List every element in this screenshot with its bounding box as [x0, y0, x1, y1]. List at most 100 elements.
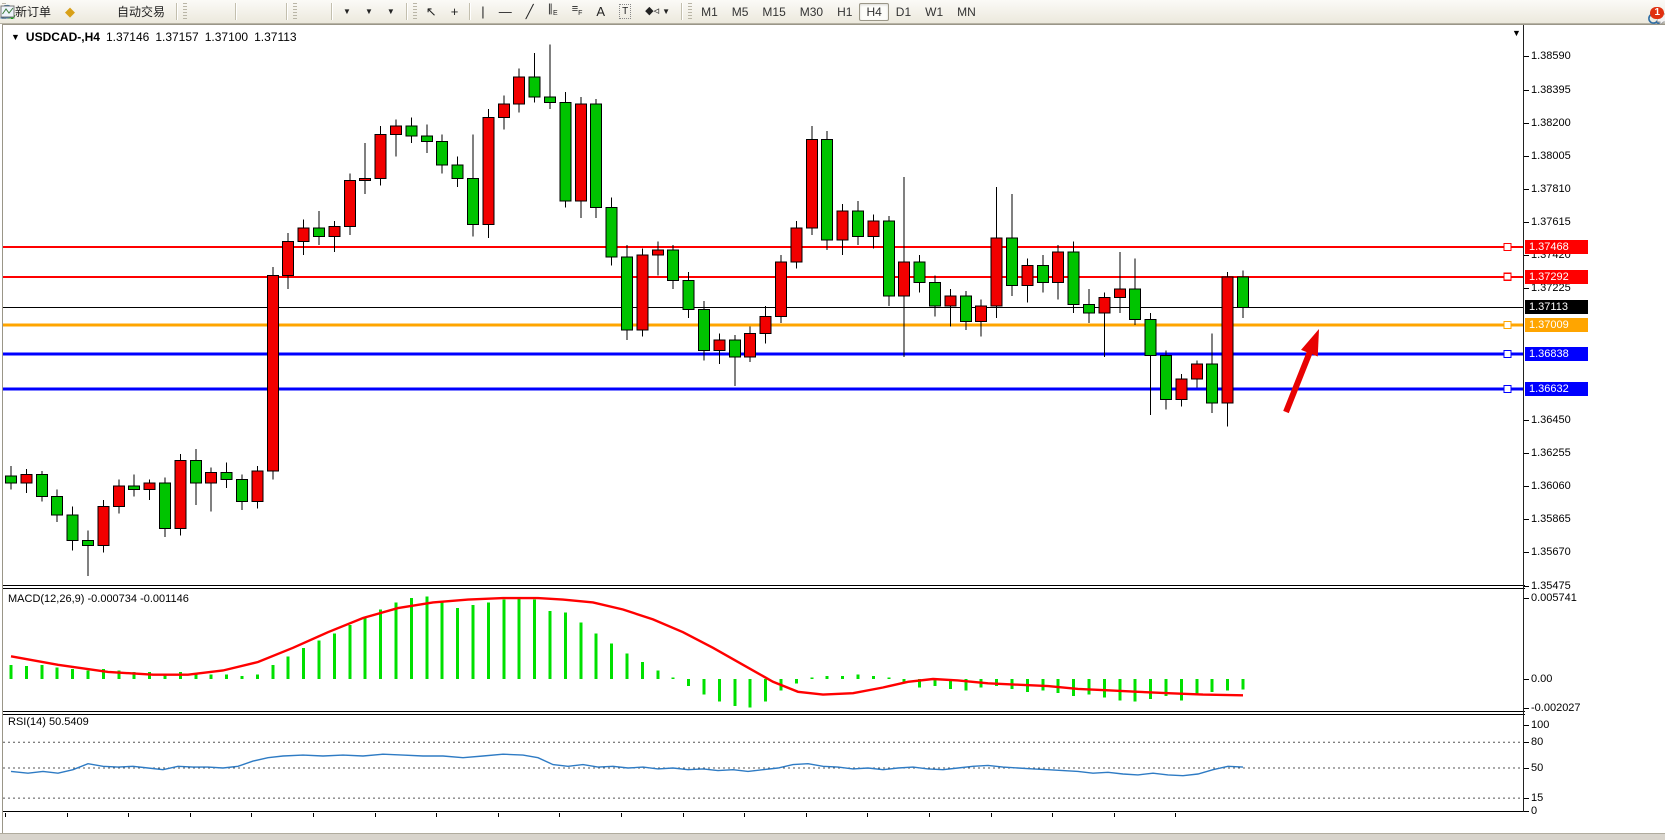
time-axis-tick: [990, 813, 992, 817]
macd-tick-dash: [1524, 679, 1529, 680]
vertical-line-icon: |: [481, 4, 485, 19]
trendline-tool-button[interactable]: ╱: [520, 3, 540, 20]
candlestick-mode-button[interactable]: [1, 5, 216, 18]
price-tick: 1.38395: [1531, 83, 1571, 96]
time-axis-tick: [621, 813, 622, 817]
timeframe-button-m1[interactable]: M1: [701, 4, 718, 19]
indicators-button[interactable]: ▼: [0, 3, 357, 20]
rsi-tick: 0: [1531, 805, 1538, 817]
fibonacci-icon: ≡F: [571, 2, 583, 18]
text-tool-button[interactable]: A: [590, 3, 611, 20]
timeframe-button-h4[interactable]: H4: [859, 2, 889, 21]
toolbar-drag-handle[interactable]: [412, 2, 417, 21]
timeframe-button-mn[interactable]: MN: [957, 4, 976, 19]
rsi-chart[interactable]: [3, 715, 1523, 812]
macd-chart[interactable]: [3, 589, 1523, 711]
collapse-triangle-icon[interactable]: ▼: [11, 31, 20, 42]
toolbar-drag-handle[interactable]: [688, 2, 693, 21]
new-order-button[interactable]: 新订单: [0, 1, 57, 22]
price-tick-dash: [1524, 222, 1529, 224]
candlestick-chart[interactable]: [3, 26, 1523, 585]
price-scale-axis[interactable]: [1523, 25, 1524, 812]
time-axis-tick: [867, 813, 869, 817]
rsi-tick: 100: [1531, 719, 1550, 731]
quote-open: 1.37146: [105, 30, 150, 44]
time-axis-tick: [189, 813, 191, 817]
price-tick: 1.38590: [1531, 50, 1571, 63]
horizontal-line-tool-button[interactable]: —: [493, 3, 518, 20]
level-price-badge: 1.36632: [1525, 382, 1588, 396]
time-axis-tick: [313, 813, 314, 817]
chevron-down-icon: ▼: [662, 7, 671, 16]
chevron-down-icon: ▼: [386, 7, 395, 16]
price-tick: 1.37225: [1531, 282, 1571, 295]
macd-tick-dash: [1524, 597, 1529, 599]
time-axis-tick: [1052, 813, 1054, 817]
line-chart-mode-button[interactable]: [0, 7, 230, 16]
time-axis-tick: [1175, 813, 1177, 817]
chart-shift-button[interactable]: [1, 5, 326, 18]
price-tick: 1.35670: [1531, 546, 1571, 559]
timeframe-button-w1[interactable]: W1: [925, 4, 944, 19]
chevron-down-icon: ▼: [364, 7, 373, 16]
time-axis-tick: [929, 813, 930, 817]
timeframe-group: M1 M5 M15 M30 H1 H4 D1 W1 MN: [694, 1, 983, 23]
timeframe-button-m30[interactable]: M30: [799, 4, 824, 19]
timeframe-button-m5[interactable]: M5: [731, 4, 749, 19]
timeframe-button-d1[interactable]: D1: [895, 4, 912, 19]
zoom-in-button[interactable]: [0, 4, 253, 18]
panel-border: [3, 711, 1525, 712]
toolbar-drag-handle[interactable]: [183, 2, 188, 21]
chart-title: ▼ USDCAD-,H4 1.37146 1.37157 1.37100 1.3…: [11, 30, 297, 44]
macd-tick: 0.00: [1531, 673, 1553, 685]
status-strip: [0, 833, 1665, 840]
horizontal-line-icon: —: [498, 4, 512, 19]
vertical-line-tool-button[interactable]: |: [475, 3, 490, 20]
trendline-icon: ╱: [525, 4, 534, 19]
timeframe-button-m15[interactable]: M15: [762, 4, 786, 19]
price-tick-dash: [1524, 288, 1529, 290]
price-tick-dash: [1524, 552, 1529, 554]
rsi-tick: 80: [1531, 736, 1544, 749]
toolbar-drag-handle[interactable]: [293, 2, 298, 21]
auto-scroll-button[interactable]: [1, 5, 312, 18]
price-tick: 1.36255: [1531, 447, 1571, 460]
cursor-tool-button[interactable]: ↖: [420, 3, 443, 20]
panel-border: [3, 585, 1525, 586]
time-axis-tick: [497, 813, 499, 817]
gold-diamond-icon: ◆: [65, 4, 76, 19]
timeframe-button-h1[interactable]: H1: [837, 4, 853, 19]
price-tick-dash: [1524, 155, 1529, 157]
zoom-out-button[interactable]: [0, 4, 267, 18]
templates-icon: [0, 5, 15, 17]
chevron-down-icon: ▼: [343, 7, 351, 16]
scale-lock-icon[interactable]: ▼: [1512, 28, 1521, 38]
bar-chart-mode-button[interactable]: [1, 6, 202, 17]
macd-indicator-label: MACD(12,26,9) -0.000734 -0.001146: [8, 593, 189, 605]
symbol-period-label: USDCAD-,H4: [25, 30, 100, 44]
templates-button[interactable]: ▼: [0, 3, 401, 20]
rsi-tick-dash: [1524, 768, 1529, 769]
crosshair-tool-button[interactable]: +: [445, 3, 465, 20]
equidistant-channel-button[interactable]: ∥E: [542, 1, 564, 22]
text-label-tool-button[interactable]: T: [613, 2, 637, 21]
price-tick: 1.35865: [1531, 513, 1571, 526]
trend-arrow[interactable]: [1283, 329, 1319, 414]
autotrade-label: 自动交易: [117, 5, 166, 19]
market-watch-button[interactable]: ◆: [59, 3, 81, 20]
level-price-badge: 1.37009: [1525, 317, 1588, 332]
quote-low: 1.37100: [204, 30, 249, 44]
arrows-tool-button[interactable]: ◆◃ ▼: [639, 3, 676, 20]
level-price-badge: 1.36838: [1525, 347, 1588, 361]
tile-windows-button[interactable]: [0, 5, 281, 18]
signals-button[interactable]: [0, 7, 109, 16]
fibonacci-tool-button[interactable]: ≡F: [566, 1, 589, 22]
toolbar: 新订单 ◆ 自动交易: [0, 0, 1665, 27]
level-price-badge: 1.37292: [1525, 269, 1588, 284]
autotrade-button[interactable]: 自动交易: [1, 1, 171, 22]
level-price-badge: 1.37468: [1525, 240, 1588, 254]
timeframes-menu-button[interactable]: ▼: [0, 3, 379, 20]
price-tick: 1.37810: [1531, 182, 1571, 195]
price-tick: 1.38200: [1531, 116, 1571, 129]
community-button[interactable]: [1, 6, 95, 18]
